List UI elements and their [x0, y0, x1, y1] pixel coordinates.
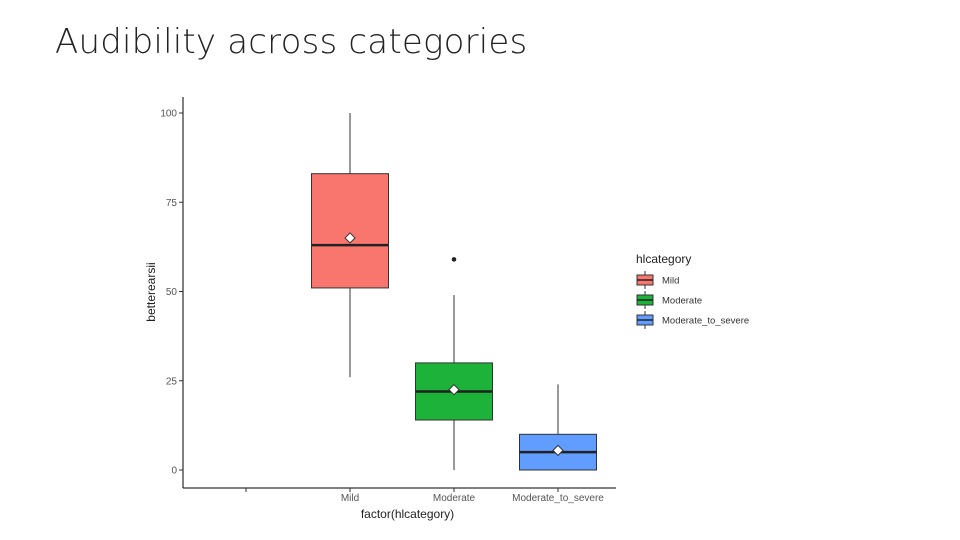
legend-label: Mild	[662, 276, 679, 287]
legend-title: hlcategory	[636, 252, 691, 266]
y-tick-label: 25	[166, 376, 178, 387]
x-tick-label: Mild	[341, 493, 359, 504]
y-tick-label: 100	[160, 109, 177, 120]
y-tick-label: 0	[171, 466, 177, 477]
x-axis-title: factor(hlcategory)	[361, 507, 454, 521]
mean-marker	[448, 383, 460, 396]
x-tick-label: Moderate	[433, 493, 476, 504]
mean-marker	[552, 444, 564, 457]
slide-title: Audibility across categories	[55, 22, 528, 62]
box-mild	[311, 173, 389, 289]
outlier-point	[451, 257, 457, 262]
y-tick-label: 50	[166, 287, 178, 298]
y-tick-label: 75	[166, 198, 178, 209]
x-tick-label: Moderate_to_severe	[512, 493, 604, 504]
legend-label: Moderate_to_severe	[662, 316, 749, 327]
mean-marker	[344, 232, 356, 244]
legend-label: Moderate	[662, 296, 702, 307]
y-axis-title: betterearsii	[144, 262, 158, 321]
